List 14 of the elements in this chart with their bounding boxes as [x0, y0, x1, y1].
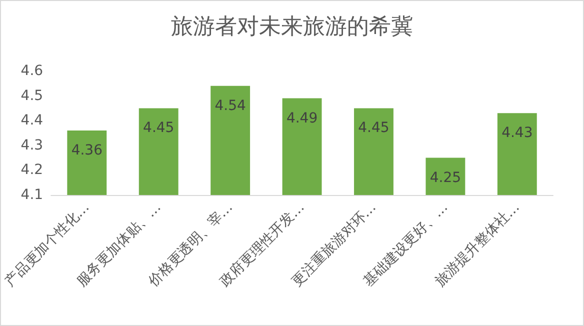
data-label: 4.54 — [214, 98, 246, 114]
data-label: 4.49 — [286, 110, 318, 126]
data-label: 4.45 — [358, 120, 390, 136]
data-label: 4.43 — [502, 125, 533, 142]
y-tick-label: 4.4 — [20, 112, 44, 129]
y-tick-label: 4.6 — [20, 63, 44, 79]
y-tick-label: 4.5 — [20, 88, 44, 104]
y-tick-label: 4.2 — [20, 162, 44, 178]
data-label: 4.45 — [143, 120, 174, 136]
y-tick-label: 4.1 — [20, 187, 44, 203]
data-label: 4.36 — [71, 142, 103, 159]
data-label: 4.25 — [430, 170, 462, 186]
y-tick-label: 4.3 — [20, 137, 44, 154]
chart-title: 旅游者对未来旅游的希冀 — [171, 14, 413, 40]
